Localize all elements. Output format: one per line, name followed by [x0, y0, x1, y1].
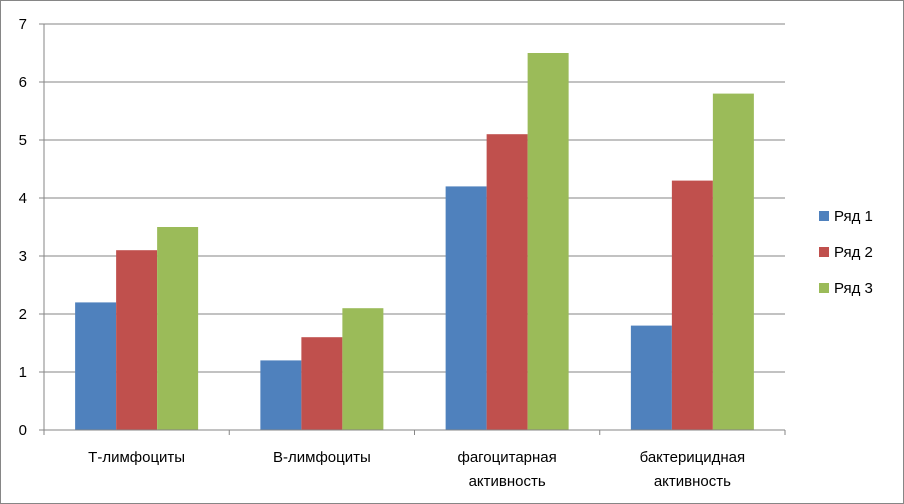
y-axis-ticks: 0 1 2 3 4 5 6 7 [19, 16, 44, 439]
bar [342, 308, 384, 430]
bar [301, 337, 343, 430]
y-tick-label: 3 [19, 248, 27, 265]
x-category-label: бактерицидная [640, 449, 746, 466]
legend-label: Ряд 2 [834, 244, 873, 261]
legend-swatch [819, 211, 829, 221]
bar [486, 134, 528, 430]
y-tick-label: 1 [19, 364, 27, 381]
y-tick-label: 2 [19, 306, 27, 323]
y-tick-label: 7 [19, 16, 27, 33]
bar [75, 302, 117, 430]
legend-swatch [819, 283, 829, 293]
bar [712, 93, 754, 430]
bar [116, 250, 158, 430]
x-axis-labels: Т-лимфоциты В-лимфоциты фагоцитарная активн… [88, 449, 745, 490]
bars [75, 53, 754, 430]
bar [445, 186, 487, 430]
y-tick-label: 4 [19, 190, 27, 207]
x-category-label: В-лимфоциты [273, 449, 371, 466]
y-tick-label: 0 [19, 422, 27, 439]
bar [671, 180, 713, 430]
y-tick-label: 5 [19, 132, 27, 149]
axes [43, 24, 786, 435]
bar [157, 227, 199, 430]
x-category-label: активность [654, 473, 731, 490]
bar [260, 360, 302, 430]
y-tick-label: 6 [19, 74, 27, 91]
x-category-label: активность [469, 473, 546, 490]
legend: Ряд 1 Ряд 2 Ряд 3 [819, 208, 873, 297]
legend-label: Ряд 1 [834, 208, 873, 225]
bar [630, 325, 672, 430]
x-category-label: фагоцитарная [457, 449, 556, 466]
x-category-label: Т-лимфоциты [88, 449, 185, 466]
legend-swatch [819, 247, 829, 257]
legend-label: Ряд 3 [834, 280, 873, 297]
bar [527, 53, 569, 430]
